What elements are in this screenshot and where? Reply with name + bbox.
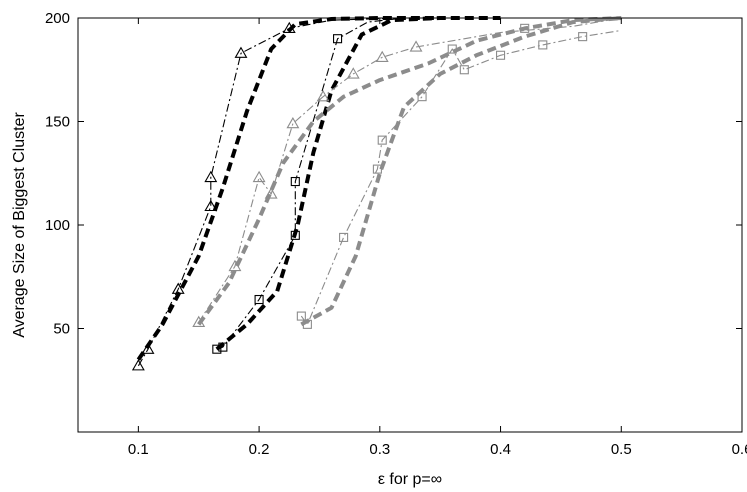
x-axis-label: ε for p=∞ (378, 471, 442, 488)
series-line-5 (198, 17, 622, 323)
y-tick-label-2: 100 (45, 217, 70, 234)
y-axis-label: Average Size of Biggest Cluster (11, 112, 28, 338)
series-line-1 (137, 17, 622, 367)
series-7-marker-11 (578, 32, 588, 42)
series-1-marker-4 (204, 199, 218, 212)
series-7-marker-2 (302, 319, 312, 329)
series-5-marker-5 (286, 116, 300, 129)
series-line-4 (215, 16, 501, 351)
series-7-marker-4 (372, 164, 382, 174)
series-7-marker-1 (296, 311, 306, 321)
y-tick-label-3: 150 (45, 114, 70, 131)
series-7-marker-9 (495, 50, 506, 60)
y-tick-label-4: 200 (45, 10, 70, 27)
series-1-marker-6 (234, 46, 248, 58)
series-3-marker-3 (254, 294, 264, 305)
marker-layer (131, 21, 588, 371)
series-7-marker-12 (520, 23, 530, 33)
series-1-marker-7 (282, 21, 296, 34)
series-5-marker-2 (228, 259, 242, 272)
series-3-marker-6 (333, 34, 343, 44)
series-7-marker-7 (447, 44, 457, 54)
series-3-marker-1 (212, 344, 222, 354)
series-1-marker-5 (204, 170, 218, 183)
series-line-7 (300, 29, 622, 325)
series-line-2 (136, 16, 441, 361)
series-5-marker-9 (409, 40, 423, 52)
x-tick-label-4: 0.4 (490, 441, 511, 458)
series-3-marker-5 (290, 176, 300, 187)
series-7-marker-6 (417, 92, 427, 102)
x-tick-label-6: 0.6 (732, 441, 747, 458)
series-1-marker-2 (141, 342, 155, 354)
series-7-marker-3 (339, 232, 349, 242)
series-5-marker-7 (346, 67, 360, 79)
x-tick-label-2: 0.2 (249, 441, 270, 458)
x-tick-label-3: 0.3 (369, 441, 390, 458)
x-tick-label-1: 0.1 (128, 441, 149, 458)
series-line-6 (197, 16, 622, 326)
series-1-marker-1 (131, 359, 145, 371)
series-line-8 (300, 16, 622, 327)
x-tick-label-5: 0.5 (611, 441, 632, 458)
series-7-marker-10 (538, 40, 548, 50)
y-tick-label-1: 50 (53, 321, 70, 338)
series-7-marker-5 (377, 135, 387, 145)
series-7-marker-8 (459, 65, 469, 75)
series-5-marker-6 (316, 90, 330, 102)
series-3-marker-4 (290, 230, 300, 240)
series-5-marker-4 (264, 187, 278, 199)
series-1-marker-3 (171, 282, 185, 294)
series-3-marker-2 (218, 342, 228, 352)
plot-frame (77, 17, 743, 433)
tick-layer: 0.1 0.2 0.3 0.4 0.5 0.6 50 100 150 200 (45, 10, 747, 458)
series-5-marker-3 (252, 170, 266, 183)
series-5-marker-8 (375, 50, 389, 63)
series-layer (136, 16, 622, 367)
series-5-marker-1 (192, 315, 206, 327)
